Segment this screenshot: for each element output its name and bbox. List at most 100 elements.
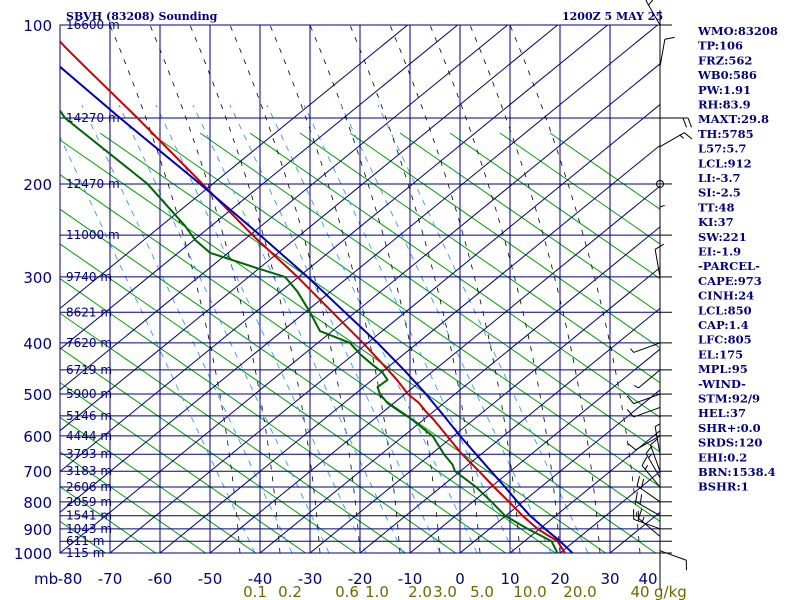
wind-barb	[638, 508, 661, 537]
wind-barbs	[626, 0, 693, 571]
dry-adiabats	[0, 132, 660, 563]
dry-adiabat-line	[0, 133, 20, 563]
moist-adiabat-line	[149, 25, 281, 553]
pressure-tick-label: 500	[23, 386, 52, 404]
mixing-ratio-line	[303, 104, 515, 553]
wind-barb	[627, 435, 661, 451]
mixing-ratio-line	[229, 104, 441, 553]
stat-line: BSHR:1	[698, 480, 749, 494]
stat-line: L57:5.7	[698, 142, 746, 156]
moist-adiabat-line	[429, 25, 561, 553]
stat-line: MPL:95	[698, 362, 748, 376]
temperature-tick-label: -10	[398, 570, 423, 588]
pressure-unit-label: mb	[34, 570, 58, 588]
stat-line: BRN:1538.4	[698, 465, 776, 479]
isotherm-line	[109, 103, 660, 553]
isotherm-line	[60, 25, 458, 350]
height-label: 14270 m	[66, 111, 120, 125]
stat-line: SRDS:120	[698, 436, 762, 450]
stat-line: LCL:850	[698, 303, 752, 317]
dry-adiabat-line	[60, 347, 357, 553]
isobars	[59, 10, 672, 590]
pressure-tick-label: 1000	[14, 545, 52, 563]
moist-adiabat-line	[109, 25, 241, 553]
moist-adiabats	[109, 25, 641, 553]
dry-adiabat-line	[499, 132, 660, 245]
stat-line: SW:221	[698, 230, 747, 244]
wind-barb	[626, 393, 661, 405]
height-label: 3793 m	[66, 447, 112, 461]
temperature-tick-label: -40	[248, 570, 273, 588]
mixing-ratio-label: 3.0	[433, 583, 457, 600]
mixing-ratio-line	[118, 104, 330, 553]
mixing-ratio-label: 20.0	[563, 583, 596, 600]
pressure-tick-label: 300	[23, 269, 52, 287]
time-title: 1200Z 5 MAY 25	[562, 10, 663, 23]
mixing-ratio-lines	[60, 104, 589, 553]
temperature-tick-label: -30	[298, 570, 323, 588]
height-label: 16600 m	[66, 18, 120, 32]
mixing-ratio-line	[192, 104, 404, 553]
stat-line: EI:-1.9	[698, 245, 741, 259]
pressure-tick-label: 200	[23, 176, 52, 194]
pressure-tick-label: 800	[23, 494, 52, 512]
dry-adiabat-line	[349, 132, 660, 349]
isotherm-line	[409, 348, 660, 553]
stat-line: HEL:37	[698, 406, 746, 420]
mixing-ratio-line	[266, 104, 478, 553]
height-label: 8621 m	[66, 305, 112, 319]
stat-line: RH:83.9	[698, 98, 751, 112]
wind-barb	[636, 475, 661, 503]
pressure-tick-label: 400	[23, 335, 52, 353]
sounding-profiles	[60, 39, 574, 553]
stat-line: TP:106	[698, 39, 743, 53]
stat-line: SHR+:0.0	[698, 421, 761, 435]
mixing-ratio-line	[340, 104, 552, 553]
isotherm-line	[459, 389, 660, 553]
height-label: 1541 m	[66, 509, 112, 523]
moist-adiabat-line	[269, 25, 401, 553]
isotherms	[60, 25, 660, 553]
stat-line: CINH:24	[698, 289, 754, 303]
stat-line: -PARCEL-	[698, 259, 760, 273]
mixing-ratio-label: 1.0	[365, 583, 389, 600]
mixing-ratio-label: 40	[630, 583, 649, 600]
wind-barb	[641, 456, 661, 488]
isotherm-line	[359, 307, 660, 553]
wind-barb	[659, 132, 693, 148]
mixing-ratio-label: 0.2	[278, 583, 302, 600]
height-label: 4444 m	[66, 429, 112, 443]
stat-line: TH:5785	[698, 127, 754, 141]
isotherm-line	[509, 430, 660, 553]
wind-barb	[659, 36, 675, 67]
isotherm-line	[60, 63, 660, 553]
wind-barb	[630, 342, 661, 353]
stat-line: KI:37	[698, 215, 734, 229]
wind-barb	[660, 117, 693, 128]
temperature-tick-label: 30	[600, 570, 619, 588]
station-title: SBVH (83208) Sounding	[66, 10, 218, 23]
stat-line: CAPE:973	[698, 274, 762, 288]
stat-line: LI:-3.7	[698, 171, 741, 185]
wind-barb	[645, 0, 661, 26]
wind-calm-mark	[656, 179, 664, 188]
dry-adiabat-line	[60, 451, 207, 553]
isotherm-line	[259, 226, 660, 553]
stat-line: CAP:1.4	[698, 318, 749, 332]
stat-line: -WIND-	[698, 377, 746, 391]
mixing-ratio-line	[60, 135, 256, 553]
wind-barb	[649, 437, 661, 472]
height-label: 12470 m	[66, 177, 120, 191]
moist-adiabat-line	[349, 25, 481, 553]
isotherm-line	[309, 266, 660, 553]
moist-adiabat-line	[389, 25, 521, 553]
height-label: 3183 m	[66, 464, 112, 478]
wind-barb	[633, 369, 661, 389]
height-label: 6719 m	[66, 363, 112, 377]
pressure-tick-label: 700	[23, 463, 52, 481]
temperature-tick-label: -20	[348, 570, 373, 588]
mixing-ratio-label: 2.0	[408, 583, 432, 600]
temperature-tick-label: -60	[148, 570, 173, 588]
isotherm-line	[159, 144, 660, 553]
